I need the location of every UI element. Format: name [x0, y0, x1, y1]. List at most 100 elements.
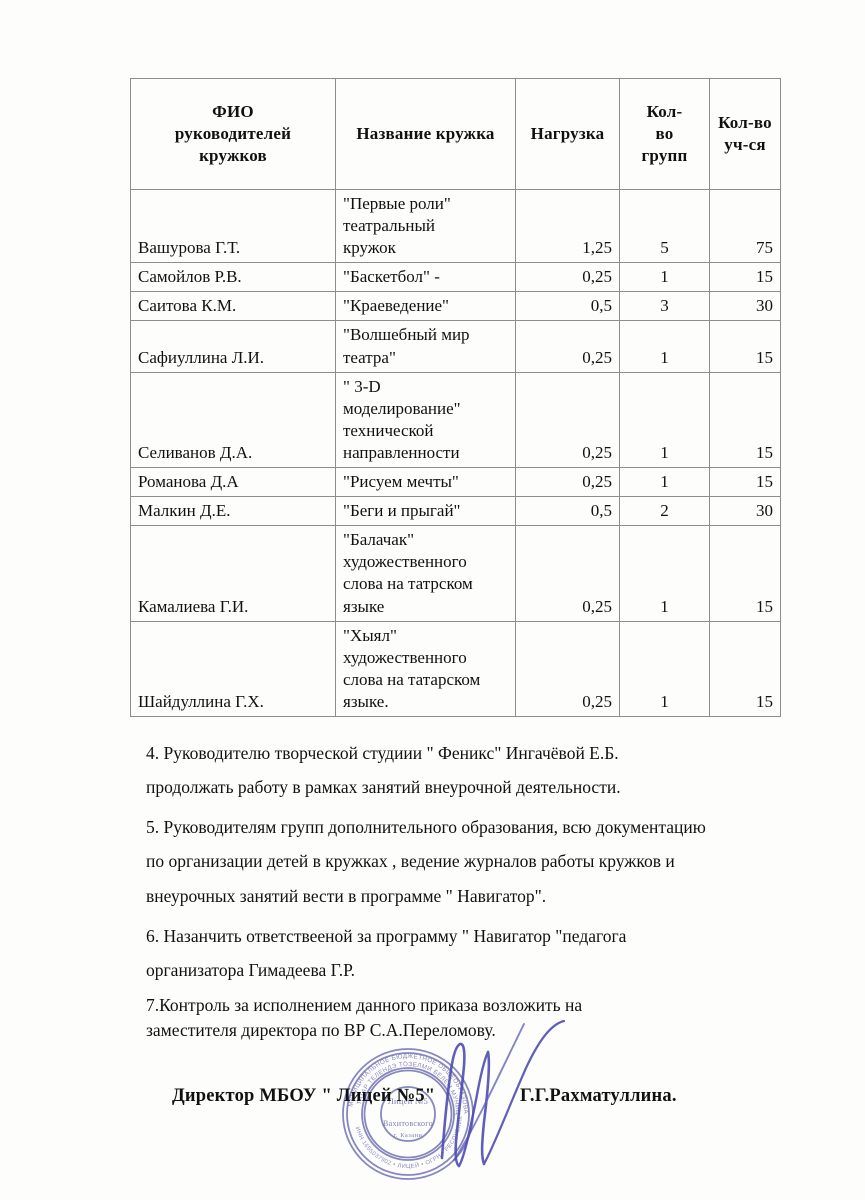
cell-load: 0,25 [515, 467, 620, 498]
paragraph-item-4: 4. Руководителю творческой студиии " Фен… [146, 736, 836, 804]
cell-pupils: 15 [709, 467, 781, 498]
column-header-groups: Кол- во групп [619, 78, 710, 190]
name-line: "Хыял" [343, 625, 397, 645]
paragraph-line: 4. Руководителю творческой студиии " Фен… [146, 743, 619, 763]
cell-fio: Малкин Д.Е. [130, 496, 336, 527]
name-line: " 3-D [343, 376, 381, 396]
cell-pupils: 15 [709, 525, 781, 622]
cell-load: 0,25 [515, 320, 620, 373]
name-line: направленности [343, 442, 460, 462]
header-line: Кол- [646, 101, 683, 121]
cell-fio: Романова Д.А [130, 467, 336, 498]
paragraph-item-5: 5. Руководителям групп дополнительного о… [146, 810, 836, 912]
table-row: Саитова К.М. "Краеведение" 0,5 3 30 [130, 291, 781, 322]
order-body-text: 4. Руководителю творческой студиии " Фен… [146, 736, 836, 1050]
cell-groups: 3 [619, 291, 710, 322]
paragraph-line: 6. Назанчить ответствееной за программу … [146, 925, 627, 946]
name-line: кружок [343, 238, 396, 258]
header-line: кружков [199, 146, 267, 166]
cell-name: "Рисуем мечты" [335, 467, 516, 498]
cell-name: "Первые роли" театральный кружок [335, 188, 516, 264]
cell-fio: Вашурова Г.Т. [130, 188, 336, 264]
name-line: художественного [343, 647, 467, 667]
cell-groups: 1 [619, 525, 710, 622]
cell-pupils: 15 [709, 320, 781, 373]
cell-load: 0,25 [515, 620, 620, 717]
cell-load: 0,5 [515, 291, 620, 322]
paragraph-line: внеурочных занятий вести в программе " Н… [146, 885, 547, 906]
header-line: руководителей [174, 123, 292, 143]
paragraph-line: по организации детей в кружках , ведение… [146, 851, 675, 872]
cell-name: "Краеведение" [335, 291, 516, 322]
cell-load: 0,25 [515, 262, 620, 293]
name-line: "Рисуем мечты" [343, 472, 459, 492]
cell-fio: Самойлов Р.В. [130, 262, 336, 293]
kruzhki-table-container: ФИО руководителей кружков Название кружк… [130, 78, 781, 717]
svg-text:г. Казани: г. Казани [394, 1132, 423, 1139]
cell-name: "Балачак" художественного слова на татрс… [335, 525, 516, 622]
paragraph-line: 7.Контроль за исполнением данного приказ… [146, 994, 583, 1015]
table-row: Романова Д.А "Рисуем мечты" 0,25 1 15 [130, 467, 781, 498]
name-line: "Баскетбол" - [343, 267, 440, 287]
header-line: Нагрузка [530, 123, 605, 143]
header-line: Название кружка [356, 123, 495, 143]
name-line: слова на татарском [343, 669, 481, 689]
column-header-name: Название кружка [335, 78, 516, 190]
name-line: "Краеведение" [343, 296, 449, 316]
kruzhki-table: ФИО руководителей кружков Название кружк… [130, 78, 781, 717]
cell-fio: Шайдуллина Г.Х. [130, 620, 336, 717]
paragraph-line: организатора Гимадеева Г.Р. [146, 959, 356, 980]
name-line: "Первые роли" [343, 194, 451, 213]
table-row: Шайдуллина Г.Х. "Хыял" художественного с… [130, 620, 781, 717]
table-header: ФИО руководителей кружков Название кружк… [130, 78, 781, 190]
cell-fio: Селиванов Д.А. [130, 371, 336, 469]
name-line: языке. [343, 691, 389, 711]
name-line: моделирование" [343, 398, 461, 418]
cell-groups: 5 [619, 188, 710, 264]
header-line: во [655, 123, 674, 143]
cell-fio: Камалиева Г.И. [130, 525, 336, 622]
paragraph-line: 5. Руководителям групп дополнительного о… [146, 817, 706, 838]
name-line: театра" [343, 347, 396, 367]
header-line: Кол-во [718, 112, 772, 132]
header-line: ФИО [212, 101, 254, 121]
paragraph-item-6: 6. Назанчить ответствееной за программу … [146, 919, 836, 987]
name-line: слова на татрском [343, 574, 473, 594]
cell-groups: 1 [619, 467, 710, 498]
cell-pupils: 15 [709, 371, 781, 469]
svg-text:Вахитовского: Вахитовского [383, 1119, 433, 1128]
column-header-fio: ФИО руководителей кружков [130, 78, 336, 190]
name-line: "Балачак" [343, 530, 415, 550]
table-body: Вашурова Г.Т. "Первые роли" театральный … [130, 188, 781, 717]
cell-load: 1,25 [515, 188, 620, 264]
table-row: Селиванов Д.А. " 3-D моделирование" техн… [130, 371, 781, 469]
table-row: Вашурова Г.Т. "Первые роли" театральный … [130, 188, 781, 264]
column-header-load: Нагрузка [515, 78, 620, 190]
name-line: "Волшебный мир [343, 325, 470, 345]
table-row: Камалиева Г.И. "Балачак" художественного… [130, 525, 781, 622]
cell-name: "Беги и прыгай" [335, 496, 516, 527]
cell-fio: Сафиуллина Л.И. [130, 320, 336, 373]
cell-load: 0,25 [515, 525, 620, 622]
header-line: групп [641, 146, 688, 166]
cell-pupils: 15 [709, 620, 781, 717]
cell-load: 0,5 [515, 496, 620, 527]
cell-name: "Волшебный мир театра" [335, 320, 516, 373]
director-title: Директор МБОУ " Лицей №5" [172, 1086, 436, 1106]
name-line: языке [343, 596, 385, 616]
name-line: "Беги и прыгай" [343, 501, 461, 521]
cell-pupils: 15 [709, 262, 781, 293]
table-row: Малкин Д.Е. "Беги и прыгай" 0,5 2 30 [130, 496, 781, 527]
official-round-stamp-icon: МУНИЦИПАЛЬНОЕ БЮДЖЕТНОЕ ОБЩЕОБРАЗОВАТЕЛЬ… [332, 1038, 484, 1190]
paragraph-line: заместителя директора по ВР С.А.Переломо… [146, 1020, 496, 1041]
name-line: театральный [343, 216, 435, 236]
cell-name: "Баскетбол" - [335, 262, 516, 293]
cell-name: "Хыял" художественного слова на татарско… [335, 620, 516, 717]
cell-pupils: 30 [709, 291, 781, 322]
cell-pupils: 30 [709, 496, 781, 527]
cell-name: " 3-D моделирование" технической направл… [335, 371, 516, 469]
table-row: Сафиуллина Л.И. "Волшебный мир театра" 0… [130, 320, 781, 373]
header-line: уч-ся [724, 135, 766, 154]
table-row: Самойлов Р.В. "Баскетбол" - 0,25 1 15 [130, 262, 781, 293]
